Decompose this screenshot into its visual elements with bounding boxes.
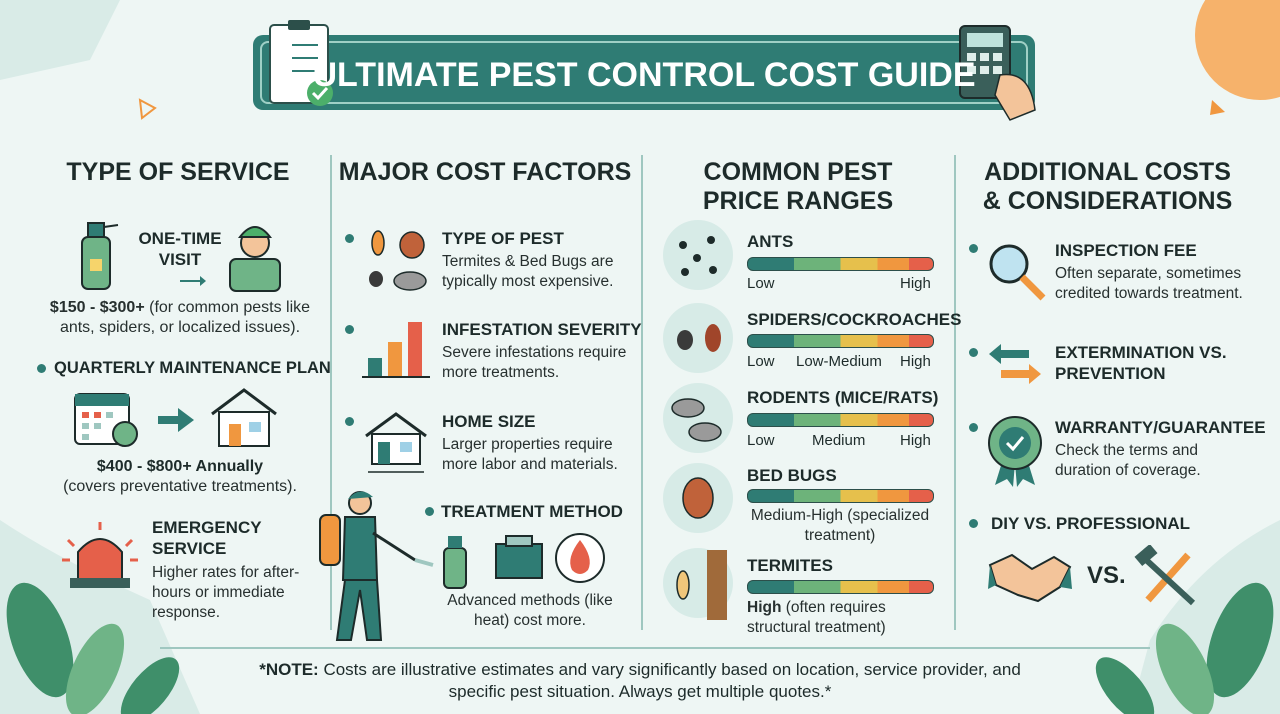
column-heading: COMMON PEST PRICE RANGES — [702, 158, 894, 215]
service-note: Higher rates for after-hours or immediat… — [152, 564, 300, 621]
scale-label: Low — [747, 432, 775, 449]
page-title: ULTIMATE PEST CONTROL COST GUIDE — [312, 56, 976, 94]
divider — [330, 155, 332, 630]
factor-label: HOME SIZE — [442, 412, 536, 431]
column-heading: MAJOR COST FACTORS — [338, 158, 632, 186]
price-scale-bar — [747, 413, 934, 427]
factor-note: Termites & Bed Bugs are typically most e… — [442, 253, 614, 290]
factor-label: TREATMENT METHOD — [441, 502, 623, 521]
consideration-label: WARRANTY/GUARANTEE — [1055, 418, 1266, 437]
factor-note: Larger properties require more labor and… — [442, 436, 618, 473]
pest-label: BED BUGS — [747, 466, 837, 485]
price-scale-bar — [747, 489, 934, 503]
footnote-text: Costs are illustrative estimates and var… — [323, 660, 1021, 701]
price-scale-bar — [747, 580, 934, 594]
consideration-label: INSPECTION FEE — [1055, 241, 1197, 260]
divider — [954, 155, 956, 630]
price-scale-bar — [747, 257, 934, 271]
treatment-icons — [443, 533, 605, 589]
service-note: (for common pests like ants, spiders, or… — [59, 299, 311, 336]
bullet — [345, 325, 354, 334]
consideration-label: DIY VS. PROFESSIONAL — [991, 514, 1191, 533]
bullet — [969, 519, 978, 528]
footnote-label: *NOTE: — [259, 660, 319, 679]
diy-vs-pro-icons — [988, 545, 1196, 606]
factor-label: INFESTATION SEVERITY — [442, 320, 642, 339]
bullet — [425, 507, 434, 516]
severity-icon — [362, 322, 430, 378]
bullet — [969, 348, 978, 357]
emergency-icon — [62, 522, 138, 588]
consideration-note: Check the terms and duration of coverage… — [1055, 442, 1201, 479]
quarterly-icons — [74, 388, 277, 447]
service-price: $400 - $800+ Annually — [96, 458, 264, 475]
technician-illustration — [319, 491, 434, 641]
price-scale-bar — [747, 334, 934, 348]
one-time-icons — [81, 222, 281, 292]
home-icon — [365, 412, 427, 473]
scale-label: High — [900, 275, 931, 292]
column-heading: TYPE OF SERVICE — [66, 158, 290, 186]
pest-range-icons — [671, 236, 727, 620]
service-note: (covers preventative treatments). — [63, 478, 297, 495]
pest-label: TERMITES — [747, 556, 833, 575]
factor-label: TYPE OF PEST — [442, 229, 564, 248]
pest-icons — [369, 230, 427, 291]
column-heading: ADDITIONAL COSTS & CONSIDERATIONS — [982, 158, 1233, 215]
bullet — [969, 244, 978, 253]
pest-note: Medium-High (specialized treatment) — [750, 507, 930, 544]
scale-label: High — [900, 353, 931, 370]
scale-label: High — [900, 432, 931, 449]
versus: VS. — [1087, 562, 1126, 589]
scale-label: Low — [747, 275, 775, 292]
bullet — [37, 364, 46, 373]
pest-label: ANTS — [747, 232, 794, 251]
service-label: QUARTERLY MAINTENANCE PLAN — [54, 359, 331, 377]
service-label: EMERGENCY SERVICE — [152, 518, 262, 558]
bullet — [345, 417, 354, 426]
pest-label: SPIDERS/COCKROACHES — [747, 310, 962, 329]
divider — [641, 155, 643, 630]
scale-label: Low — [747, 353, 775, 370]
service-price: $150 - $300+ — [49, 299, 145, 316]
warranty-icon — [988, 416, 1042, 487]
consideration-label: EXTERMINATION VS. PREVENTION — [1055, 343, 1227, 383]
factor-note: Severe infestations require more treatme… — [442, 344, 627, 381]
bullet — [969, 423, 978, 432]
consideration-note: Often separate, sometimes credited towar… — [1055, 265, 1243, 302]
footnote: *NOTE: Costs are illustrative estimates … — [230, 659, 1050, 703]
service-label: ONE-TIME VISIT — [138, 229, 222, 269]
pest-note-text: High (often requires structural treatmen… — [747, 598, 947, 638]
factor-note: Advanced methods (like heat) cost more. — [447, 592, 613, 629]
spiders-icon — [663, 303, 733, 373]
pest-note: (often requires structural treatment) — [747, 599, 886, 636]
bullet — [345, 234, 354, 243]
exchange-icon — [989, 344, 1041, 384]
scale-label: Low-Medium — [796, 353, 882, 370]
pest-level: High — [747, 599, 782, 616]
service-price-text: $150 - $300+ (for common pests like ants… — [40, 298, 320, 338]
rodents-icon — [663, 383, 733, 453]
pest-label: RODENTS (MICE/RATS) — [747, 388, 939, 407]
scale-label: Medium — [812, 432, 866, 449]
inspection-icon — [989, 244, 1046, 301]
